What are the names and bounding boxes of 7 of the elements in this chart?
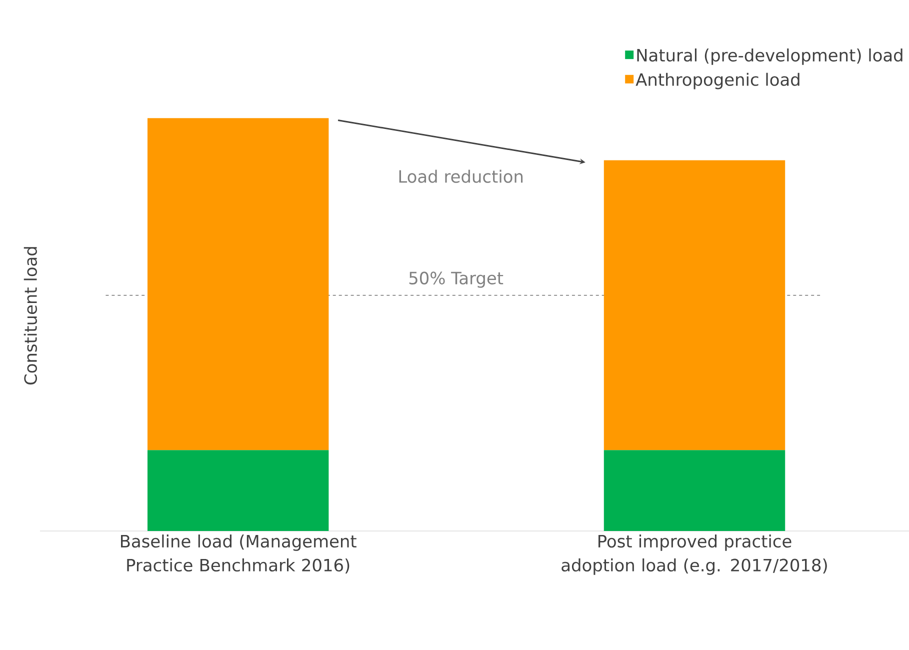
x-tick-label: Baseline load (Management Practice Benchmark 2016) (121, 534, 356, 574)
annotation: Load reduction (399, 170, 523, 183)
y-axis-title: Constituent load (24, 247, 37, 384)
legend-label: Anthropogenic load (636, 72, 800, 90)
ref-line-label: 50% Target (409, 272, 504, 288)
x-tick-label: Post improved practice adoption load (e.g. 2017/2018) (562, 534, 827, 575)
legend-label: Natural (pre-development) load (637, 48, 902, 65)
